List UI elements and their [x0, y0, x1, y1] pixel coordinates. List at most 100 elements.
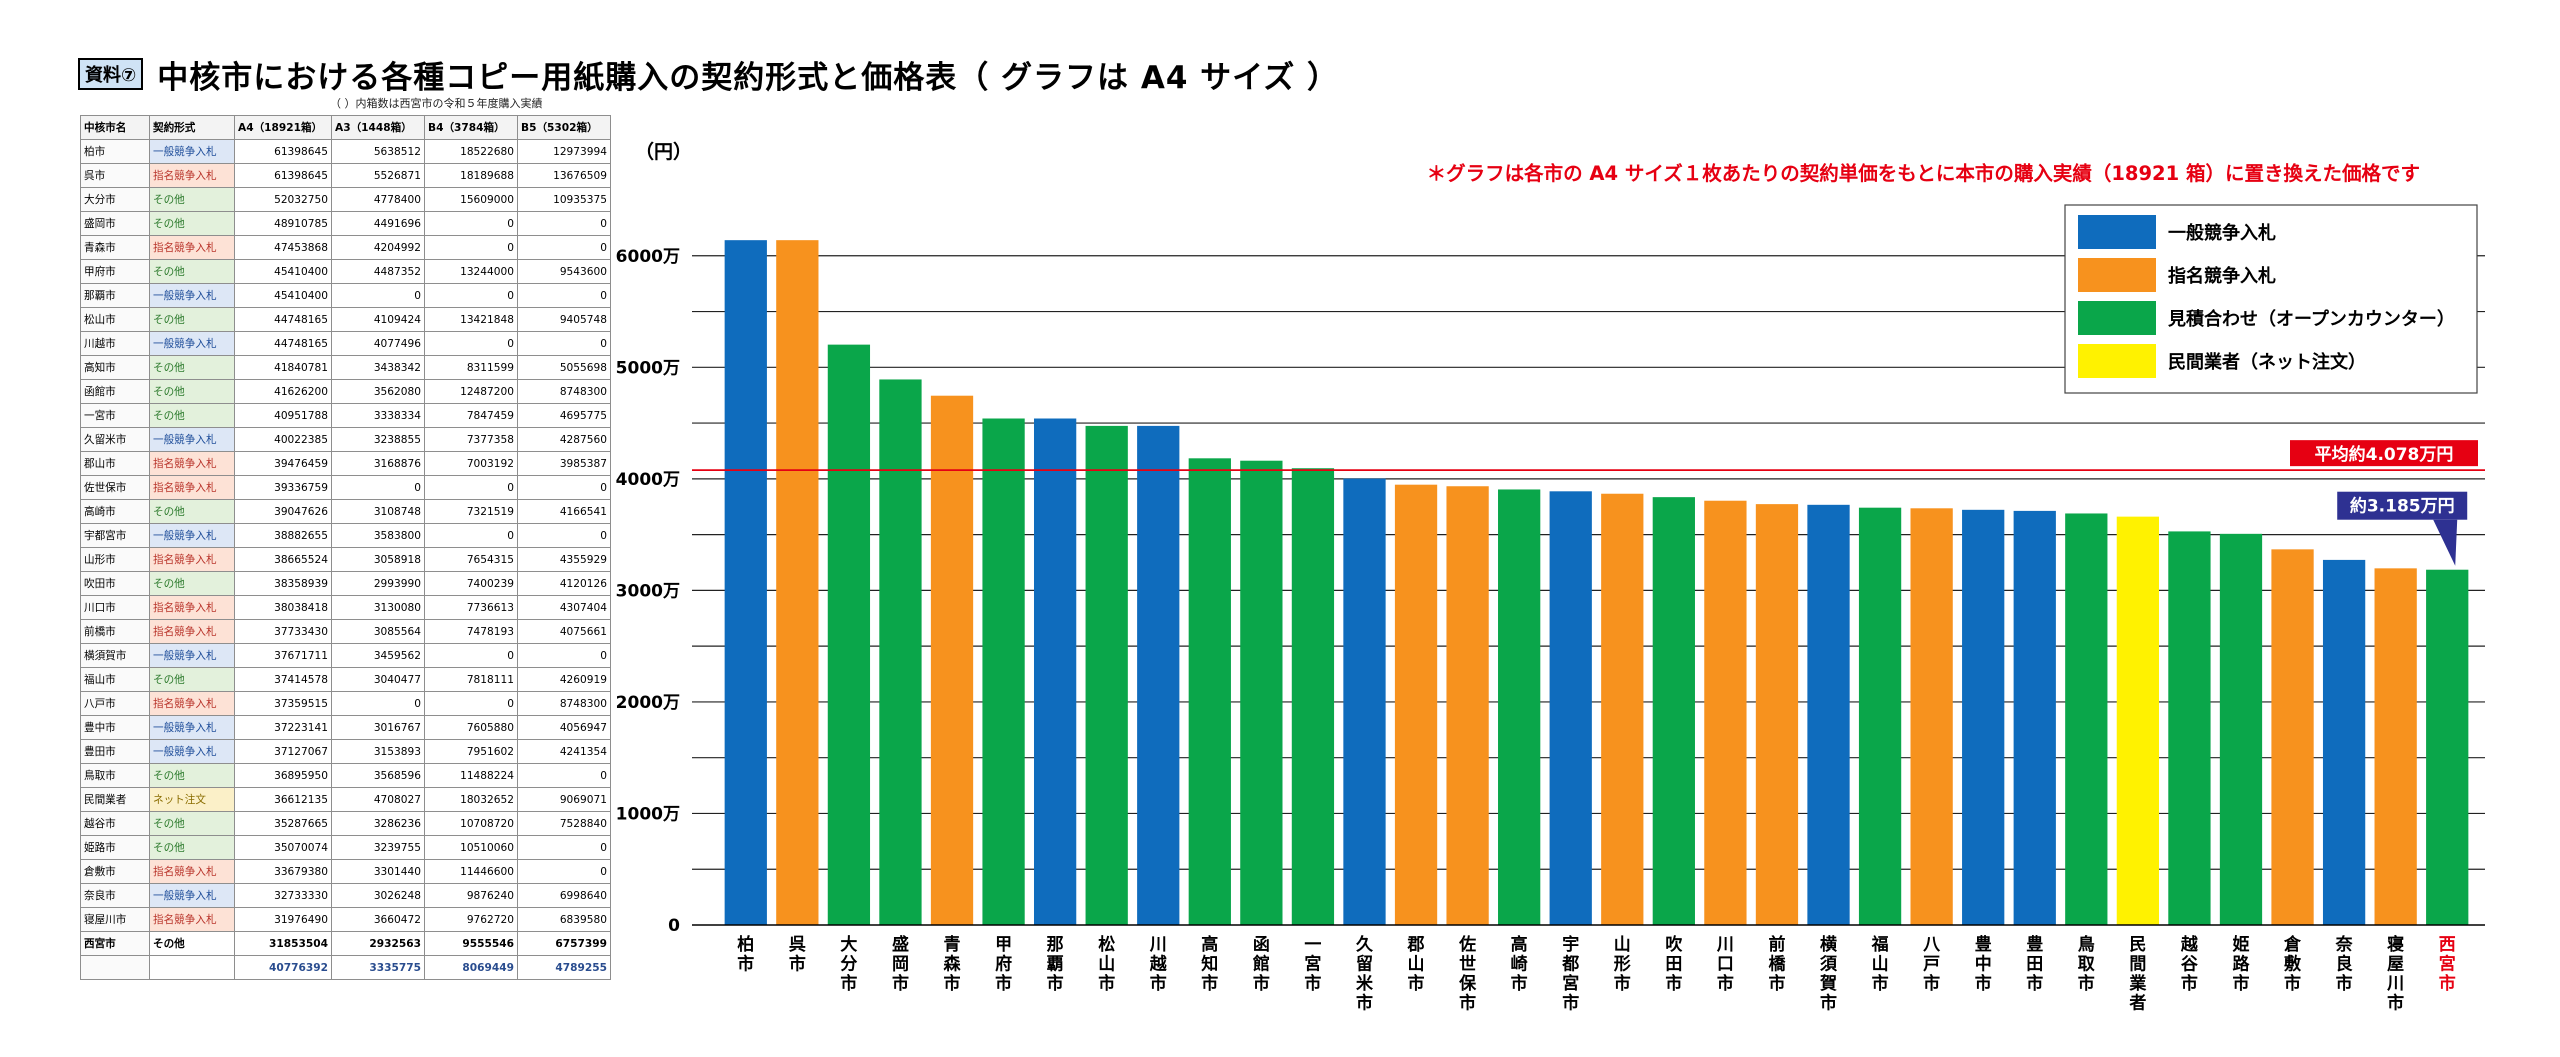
x-tick-label: 豊田市 — [2026, 934, 2043, 994]
a4-price-cell: 36612135 — [234, 787, 332, 812]
a4-price-cell: 38038418 — [234, 595, 332, 620]
a4-price-cell: 47453868 — [234, 235, 332, 260]
bar — [827, 344, 871, 925]
table-note: （ ）内箱数は西宮市の令和５年度購入実績 — [330, 97, 543, 110]
b4-price-cell: 7951602 — [424, 739, 518, 764]
city-cell: 高崎市 — [80, 499, 150, 524]
table-row: 西宮市 その他 31853504 2932563 9555546 6757399 — [80, 931, 611, 956]
table-row: 一宮市 その他 40951788 3338334 7847459 4695775 — [80, 403, 611, 428]
contract-type-cell: その他 — [149, 187, 235, 212]
b4-price-cell: 9762720 — [424, 907, 518, 932]
b5-price-cell: 8748300 — [517, 379, 611, 404]
y-tick-label: 6000万 — [616, 247, 680, 267]
x-tick-label: 寝屋川市 — [2386, 934, 2404, 1014]
x-tick-label: 松山市 — [1098, 934, 1115, 994]
a4-price-cell: 44748165 — [234, 331, 332, 356]
x-tick-label: 前橋市 — [1768, 934, 1786, 994]
legend-swatch — [2078, 301, 2156, 335]
a4-price-cell: 39336759 — [234, 475, 332, 500]
table-row: 郡山市 指名競争入札 39476459 3168876 7003192 3985387 — [80, 451, 611, 476]
bar — [1188, 458, 1231, 925]
x-tick-label: 倉敷市 — [2283, 934, 2302, 994]
city-cell: 大分市 — [80, 187, 150, 212]
city-cell: 那覇市 — [80, 283, 150, 308]
a3-price-cell: 3153893 — [331, 739, 425, 764]
a4-price-cell: 32733330 — [234, 883, 332, 908]
b5-price-cell: 4075661 — [517, 619, 611, 644]
a4-price-cell: 36895950 — [234, 763, 332, 788]
table-row: 越谷市 その他 35287665 3286236 10708720 7528840 — [80, 811, 611, 836]
legend-label: 見積合わせ（オープンカウンター） — [2167, 308, 2455, 330]
contract-type-cell: その他 — [149, 499, 235, 524]
table-row: 豊中市 一般競争入札 37223141 3016767 7605880 4056947 — [80, 715, 611, 740]
table-row: 久留米市 一般競争入札 40022385 3238855 7377358 4287560 — [80, 427, 611, 452]
a3-price-cell: 3438342 — [331, 355, 425, 380]
x-tick-label: 横須賀市 — [1819, 934, 1838, 1014]
table-row: 宇都宮市 一般競争入札 38882655 3583800 0 0 — [80, 523, 611, 548]
bar — [2065, 513, 2108, 925]
contract-type-cell: 一般競争入札 — [149, 643, 235, 668]
city-cell: 函館市 — [80, 379, 150, 404]
b5-price-cell: 4287560 — [517, 427, 611, 452]
b4-price-cell: 0 — [424, 475, 518, 500]
b4-price-cell: 7321519 — [424, 499, 518, 524]
price-table: 中核市名 契約形式 A4（18921箱） A3（1448箱） B4（3784箱） B5（5… — [80, 115, 611, 980]
contract-type-cell: 一般競争入札 — [149, 283, 235, 308]
a3-price-cell: 0 — [331, 283, 425, 308]
bar — [2116, 516, 2160, 925]
b5-price-cell: 0 — [517, 475, 611, 500]
average-label-box — [2290, 440, 2478, 467]
contract-type-cell: 指名競争入札 — [149, 547, 235, 572]
city-cell: 前橋市 — [80, 619, 150, 644]
contract-type-cell: 一般競争入札 — [149, 331, 235, 356]
contract-type-cell: その他 — [149, 355, 235, 380]
x-tick-label: 盛岡市 — [892, 934, 909, 994]
city-cell: 久留米市 — [80, 427, 150, 452]
contract-type-cell: その他 — [149, 667, 235, 692]
table-row: 柏市 一般競争入札 61398645 5638512 18522680 12973994 — [80, 139, 611, 164]
b4-price-cell: 7818111 — [424, 667, 518, 692]
contract-type-cell: その他 — [149, 403, 235, 428]
legend-swatch — [2078, 215, 2156, 249]
table-header-cell: B5（5302箱） — [517, 115, 611, 140]
document-badge: 資料⑦ — [78, 58, 144, 90]
a3-price-cell: 3459562 — [331, 643, 425, 668]
b5-price-cell: 6839580 — [517, 907, 611, 932]
b4-price-cell: 9876240 — [424, 883, 518, 908]
city-cell: 松山市 — [80, 307, 150, 332]
table-row: 大分市 その他 52032750 4778400 15609000 10935375 — [80, 187, 611, 212]
x-tick-label: 川越市 — [1149, 935, 1168, 994]
bar — [1962, 509, 2005, 925]
y-tick-label: 4000万 — [616, 470, 680, 490]
table-row: 山形市 指名競争入札 38665524 3058918 7654315 4355929 — [80, 547, 611, 572]
a3-price-cell: 4491696 — [331, 211, 425, 236]
table-header-row: 中核市名 契約形式 A4（18921箱） A3（1448箱） B4（3784箱） B5（5… — [80, 115, 611, 140]
y-tick-label: 5000万 — [616, 358, 680, 378]
x-tick-label: 奈良市 — [2335, 934, 2354, 994]
a4-price-cell: 52032750 — [234, 187, 332, 212]
contract-type-cell: その他 — [149, 835, 235, 860]
table-row: 高知市 その他 41840781 3438342 8311599 5055698 — [80, 355, 611, 380]
b5-price-cell: 3985387 — [517, 451, 611, 476]
document-header: 資料⑦ 中核市における各種コピー用紙購入の契約形式と価格表（ グラフは A4 サ… — [78, 52, 1339, 96]
city-cell: 奈良市 — [80, 883, 150, 908]
x-tick-label: 那覇市 — [1047, 935, 1064, 994]
a3-price-cell: 4487352 — [331, 259, 425, 284]
b5-price-cell: 5055698 — [517, 355, 611, 380]
bar — [1755, 504, 1799, 925]
bar — [1085, 425, 1128, 925]
city-cell: 甲府市 — [80, 259, 150, 284]
a4-price-cell: 61398645 — [234, 163, 332, 188]
contract-type-cell: その他 — [149, 211, 235, 236]
b5-price-cell: 13676509 — [517, 163, 611, 188]
bar — [2271, 549, 2314, 925]
city-cell: 西宮市 — [80, 931, 150, 956]
city-cell: 青森市 — [80, 235, 150, 260]
b5-price-cell: 0 — [517, 643, 611, 668]
a4-price-cell: 40022385 — [234, 427, 332, 452]
callout-box — [2337, 491, 2468, 520]
table-row: 横須賀市 一般競争入札 37671711 3459562 0 0 — [80, 643, 611, 668]
x-tick-label: 柏市 — [737, 934, 754, 975]
x-tick-label: 八戸市 — [1923, 935, 1941, 994]
a4-price-cell: 35287665 — [234, 811, 332, 836]
